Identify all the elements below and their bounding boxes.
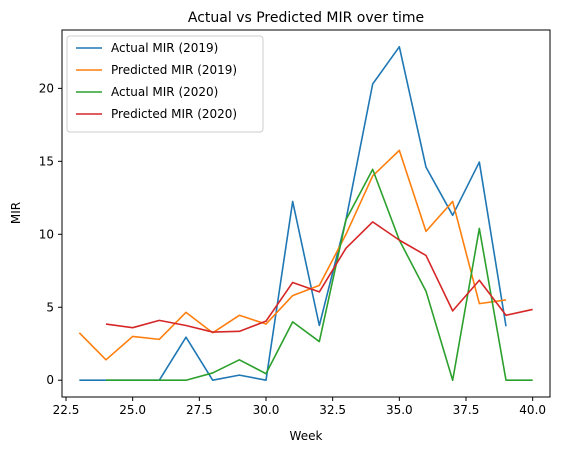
- y-tick-label: 10: [39, 227, 54, 241]
- x-axis: 22.5 25.0 27.5 30.0 32.5 35.0 37.5 40.0: [53, 397, 546, 417]
- y-tick-label: 15: [39, 154, 54, 168]
- x-tick-label: 25.0: [119, 403, 146, 417]
- plot-area: [78, 45, 533, 382]
- y-tick-label: 5: [46, 300, 54, 314]
- legend-entry-label: Actual MIR (2020): [111, 85, 218, 99]
- plot-frame: [61, 29, 551, 398]
- y-tick-label: 0: [46, 373, 54, 387]
- x-tick-label: 35.0: [386, 403, 413, 417]
- y-axis-label: MIR: [9, 202, 23, 224]
- x-tick-label: 27.5: [186, 403, 213, 417]
- x-tick-label: 37.5: [453, 403, 480, 417]
- x-tick-label: 22.5: [53, 403, 80, 417]
- x-tick-label: 32.5: [319, 403, 346, 417]
- legend-box: [66, 35, 264, 133]
- legend: Actual MIR (2019) Predicted MIR (2019) Act…: [66, 35, 264, 133]
- y-axis: 0 5 10 15 20: [39, 81, 62, 387]
- legend-entry-label: Predicted MIR (2019): [111, 63, 237, 77]
- y-tick-label: 20: [39, 81, 54, 95]
- legend-entry-label: Actual MIR (2019): [111, 41, 218, 55]
- legend-entry-label: Predicted MIR (2020): [111, 107, 237, 121]
- chart-title: Actual vs Predicted MIR over time: [188, 10, 424, 26]
- series-line-3: [106, 168, 533, 382]
- x-axis-label: Week: [290, 429, 323, 443]
- series-line-2: [78, 149, 507, 361]
- x-tick-label: 30.0: [253, 403, 280, 417]
- x-tick-label: 40.0: [519, 403, 546, 417]
- series-line-4: [105, 221, 533, 333]
